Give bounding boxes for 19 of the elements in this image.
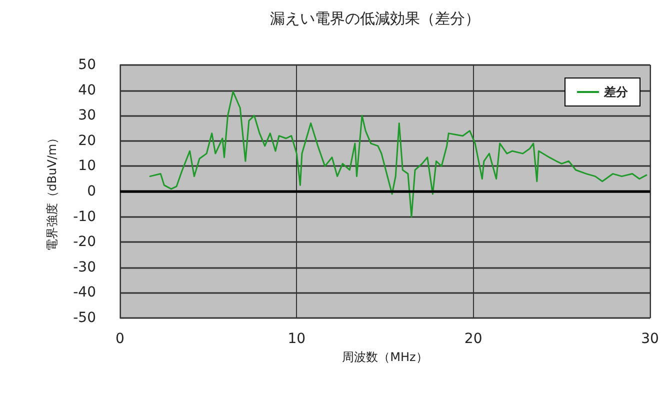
y-tick-label: 20 [78, 132, 96, 149]
y-tick-label: -20 [73, 234, 96, 250]
x-tick-label: 10 [288, 331, 306, 347]
y-axis-title: 電界強度（dBuV/m） [45, 132, 59, 252]
y-tick-label: -10 [73, 208, 96, 225]
y-tick-label: 40 [78, 82, 96, 98]
y-tick-label: 10 [78, 158, 96, 174]
x-tick-label: 0 [116, 331, 124, 347]
y-tick-label: -50 [73, 310, 96, 326]
x-tick-label: 20 [464, 331, 482, 347]
y-tick-label: 50 [78, 57, 96, 73]
y-tick-label: -40 [73, 284, 96, 301]
x-axis-title: 周波数（MHz） [342, 350, 428, 364]
chart-title: 漏えい電界の低減効果（差分） [270, 10, 480, 28]
y-tick-label: 30 [78, 108, 96, 124]
legend-label: 差分 [603, 85, 629, 99]
y-tick-label: -30 [73, 259, 96, 276]
y-tick-label: 0 [87, 184, 96, 200]
x-tick-label: 30 [641, 331, 659, 347]
